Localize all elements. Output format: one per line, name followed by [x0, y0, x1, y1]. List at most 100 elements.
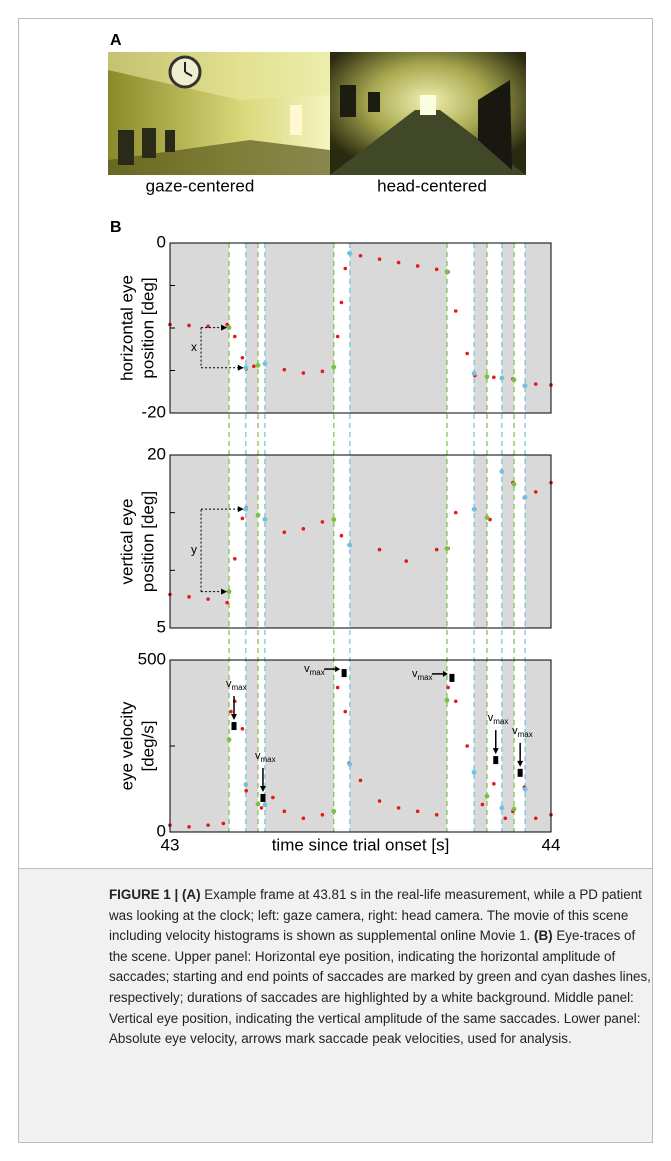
data-point	[415, 809, 420, 814]
figure-frame	[18, 18, 653, 1143]
vmax-label: vmax	[255, 750, 276, 764]
saccade-band	[258, 455, 265, 628]
data-point	[396, 806, 401, 810]
data-point	[206, 597, 210, 601]
peak-marker	[449, 673, 455, 682]
data-point	[453, 699, 458, 704]
vmax-sub: max	[518, 730, 533, 739]
saccade-marker	[255, 512, 261, 518]
data-point	[335, 685, 340, 690]
arrow-head	[221, 588, 228, 595]
data-point	[301, 527, 306, 531]
vmax-v: v	[488, 712, 494, 724]
saccade-marker	[243, 782, 249, 787]
saccade-marker	[262, 516, 268, 522]
saccade-marker	[499, 469, 505, 474]
saccade-band	[486, 455, 502, 628]
peak-marker	[493, 756, 499, 765]
saccade-marker	[471, 370, 477, 376]
saccade-marker	[471, 769, 477, 775]
amplitude-label: y	[191, 543, 197, 557]
saccade-marker	[444, 697, 450, 703]
data-point	[206, 324, 210, 329]
saccade-marker	[226, 737, 232, 742]
data-point	[232, 557, 237, 561]
gaze-image	[108, 52, 330, 175]
plot-frame	[169, 242, 552, 414]
vmax-sub: max	[232, 683, 247, 692]
arrow-head	[517, 760, 524, 767]
vmax-v: v	[226, 678, 232, 690]
data-point	[244, 788, 248, 793]
panel-label: B	[110, 219, 122, 236]
y-tick-label: 0	[157, 232, 166, 251]
saccade-marker	[347, 542, 353, 548]
y-tick-label: 500	[138, 649, 166, 668]
x-axis-label: time since trial onset [s]	[272, 835, 450, 854]
saccade-band	[486, 243, 502, 413]
plot-frame	[169, 454, 552, 629]
caption-bold: (B)	[534, 928, 553, 944]
data-point	[240, 355, 245, 360]
saccade-marker	[499, 805, 505, 811]
y-axis-label: position [deg]	[138, 277, 157, 378]
data-point	[206, 823, 210, 827]
arrow-head	[442, 670, 448, 677]
vmax-v: v	[412, 668, 418, 680]
vmax-sub: max	[417, 673, 432, 682]
data-point	[533, 382, 538, 386]
saccade-band	[229, 660, 246, 832]
vmax-label: vmax	[488, 712, 509, 726]
arrow-head	[231, 714, 238, 721]
saccade-marker	[347, 250, 353, 256]
caption-bold: FIGURE 1 | (A)	[109, 887, 201, 902]
data-point	[434, 267, 439, 272]
data-point	[339, 300, 344, 305]
saccade-band	[486, 660, 502, 832]
data-point	[358, 253, 363, 258]
head-image	[330, 52, 526, 175]
saccade-marker	[243, 506, 249, 512]
y-tick-label: 20	[147, 444, 166, 463]
saccade-marker	[347, 761, 353, 767]
data-point	[320, 813, 325, 817]
data-point	[434, 813, 439, 817]
saccade-band	[446, 660, 475, 832]
data-point	[377, 547, 382, 552]
arrow-head	[259, 785, 266, 792]
plot-frame	[169, 659, 552, 833]
saccade-marker	[484, 793, 490, 799]
saccade-marker	[226, 325, 232, 330]
y-axis-label: position [deg]	[138, 491, 157, 592]
saccade-band	[514, 243, 526, 413]
panel-label: A	[110, 32, 122, 49]
vmax-label: vmax	[304, 663, 325, 677]
vmax-label: vmax	[412, 668, 433, 682]
data-point	[488, 517, 492, 522]
peak-marker	[517, 768, 523, 777]
data-point	[503, 816, 508, 821]
data-point	[187, 595, 191, 599]
data-point	[225, 600, 229, 605]
saccade-marker	[255, 801, 261, 807]
data-point	[358, 778, 363, 783]
data-point	[343, 709, 348, 714]
y-tick-label: 0	[157, 821, 166, 840]
saccade-marker	[444, 269, 450, 275]
saccade-band	[446, 455, 475, 628]
saccade-band	[258, 660, 265, 832]
data-point	[187, 323, 191, 328]
data-point	[396, 260, 401, 265]
data-point	[282, 530, 287, 535]
saccade-band	[229, 455, 246, 628]
saccade-band	[514, 455, 526, 628]
arrow-head	[335, 666, 341, 673]
saccade-marker	[522, 494, 528, 500]
vmax-v: v	[255, 750, 261, 762]
saccade-marker	[262, 802, 268, 808]
data-point	[343, 266, 348, 271]
data-point	[301, 371, 306, 375]
data-point	[480, 802, 485, 807]
y-axis-label: eye velocity	[117, 701, 136, 790]
data-point	[301, 816, 306, 821]
